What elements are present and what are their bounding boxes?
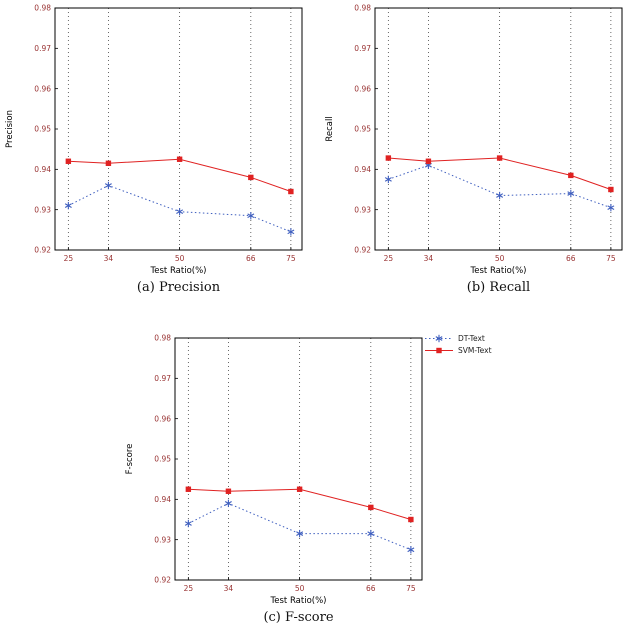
svg-text:0.97: 0.97 (154, 374, 171, 383)
recall-chart: 25 34 50 66 75 0.92 0.93 0.94 0.95 0.96 0.97 0.98 Te… (320, 0, 640, 295)
svg-text:25: 25 (384, 254, 394, 263)
svg-text:Test Ratio(%): Test Ratio(%) (470, 266, 527, 276)
svg-text:34: 34 (104, 254, 114, 263)
svg-text:50: 50 (495, 254, 505, 263)
svg-text:0.97: 0.97 (34, 44, 51, 53)
svg-text:0.96: 0.96 (354, 84, 371, 93)
caption-recall: (b) Recall (466, 280, 531, 295)
svg-text:0.98: 0.98 (154, 334, 171, 343)
caption-precision: (a) Precision (136, 280, 221, 295)
svg-text:25: 25 (184, 584, 194, 593)
svg-text:50: 50 (295, 584, 305, 593)
svg-text:Test Ratio(%): Test Ratio(%) (150, 266, 207, 276)
fscore-plot-area: 25 34 50 66 75 0.92 0.93 0.94 0.95 0.96 0.97 0.98 Te… (120, 330, 440, 608)
svg-text:0.95: 0.95 (154, 455, 171, 464)
svg-text:0.92: 0.92 (354, 246, 371, 255)
svg-text:0.93: 0.93 (34, 205, 51, 214)
svg-text:66: 66 (566, 254, 576, 263)
svg-text:0.92: 0.92 (154, 576, 171, 585)
svg-text:75: 75 (606, 254, 616, 263)
precision-chart: 25 34 50 66 75 0.92 0.93 0.94 0.95 0.96 0.97 0.98 Te… (0, 0, 320, 295)
svg-text:0.98: 0.98 (34, 4, 51, 13)
svg-text:25: 25 (64, 254, 74, 263)
svg-text:34: 34 (424, 254, 434, 263)
svg-text:0.97: 0.97 (354, 44, 371, 53)
svg-text:0.94: 0.94 (154, 495, 171, 504)
svg-text:0.95: 0.95 (354, 125, 371, 134)
svg-text:75: 75 (286, 254, 296, 263)
legend-label-dt-text: DT-Text (458, 334, 485, 343)
dt-text-line-sample-icon (425, 334, 453, 343)
legend-label-svm-text: SVM-Text (458, 346, 492, 355)
svg-text:0.93: 0.93 (354, 205, 371, 214)
svg-text:66: 66 (246, 254, 256, 263)
svg-text:0.92: 0.92 (34, 246, 51, 255)
caption-fscore: (c) F-score (263, 610, 334, 625)
svg-text:50: 50 (175, 254, 185, 263)
svg-text:75: 75 (406, 584, 416, 593)
precision-plot-area: 25 34 50 66 75 0.92 0.93 0.94 0.95 0.96 0.97 0.98 Te… (0, 0, 320, 278)
svg-text:Recall: Recall (325, 116, 335, 141)
svg-text:0.94: 0.94 (354, 165, 371, 174)
svg-text:0.95: 0.95 (34, 125, 51, 134)
legend: DT-Text SVM-Text (424, 334, 492, 355)
svm-text-line-sample-icon (425, 347, 453, 354)
svg-text:0.98: 0.98 (354, 4, 371, 13)
svg-text:0.94: 0.94 (34, 165, 51, 174)
recall-plot-area: 25 34 50 66 75 0.92 0.93 0.94 0.95 0.96 0.97 0.98 Te… (320, 0, 640, 278)
fscore-chart: 25 34 50 66 75 0.92 0.93 0.94 0.95 0.96 0.97 0.98 Te… (120, 330, 440, 625)
svg-text:0.93: 0.93 (154, 535, 171, 544)
svg-text:0.96: 0.96 (154, 414, 171, 423)
svg-text:0.96: 0.96 (34, 84, 51, 93)
svg-text:F-score: F-score (125, 444, 135, 475)
legend-item-dt-text: DT-Text (424, 334, 492, 343)
legend-item-svm-text: SVM-Text (424, 346, 492, 355)
svg-text:66: 66 (366, 584, 376, 593)
svg-text:Precision: Precision (5, 110, 15, 148)
svg-text:Test Ratio(%): Test Ratio(%) (270, 596, 327, 606)
svg-text:34: 34 (224, 584, 234, 593)
